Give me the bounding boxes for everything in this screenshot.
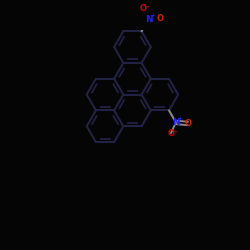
Text: O: O (184, 119, 191, 128)
Text: +: + (150, 13, 155, 18)
Text: −: − (172, 128, 178, 133)
Text: +: + (178, 116, 182, 121)
Text: N: N (172, 118, 180, 127)
Text: O: O (140, 4, 147, 13)
Text: O: O (157, 14, 164, 23)
Text: −: − (145, 3, 150, 8)
Text: O: O (168, 129, 174, 138)
Text: N: N (145, 15, 152, 24)
